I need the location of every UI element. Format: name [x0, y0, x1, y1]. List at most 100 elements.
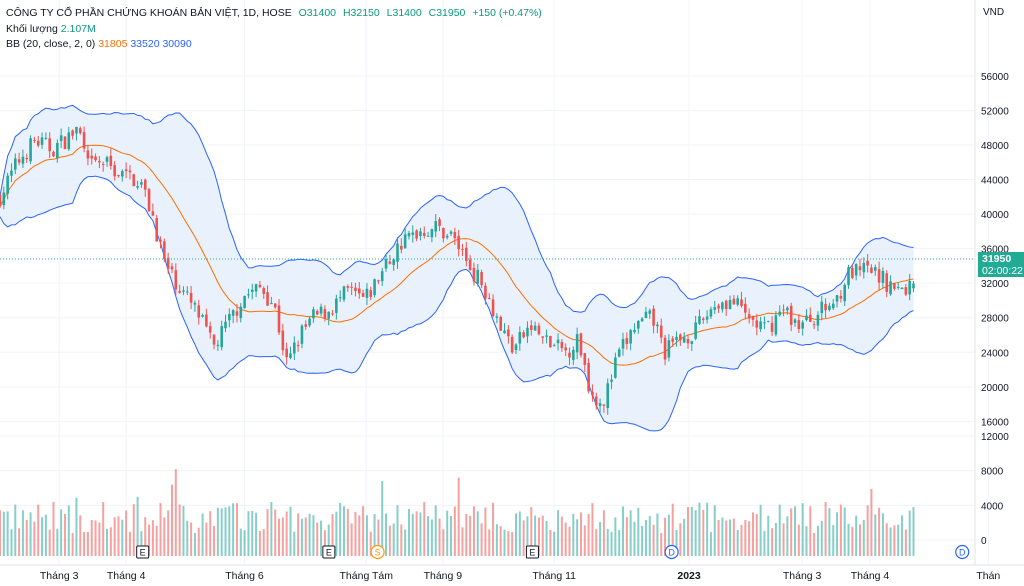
- candle-body: [415, 230, 418, 239]
- volume-bar: [457, 477, 460, 556]
- candle-body: [289, 353, 292, 359]
- price-axis: 5600052000480004400040000360003200028000…: [981, 72, 1009, 547]
- volume-bar: [591, 503, 594, 556]
- price-tick-label: 32000: [981, 279, 1009, 290]
- candle-body: [621, 339, 625, 349]
- candle-body: [21, 156, 25, 164]
- candle-body: [503, 330, 506, 334]
- volume-bar: [511, 532, 514, 556]
- candle-body: [824, 303, 827, 311]
- volume-bar: [587, 513, 590, 556]
- volume-bar: [679, 523, 682, 556]
- volume-bar: [151, 520, 154, 556]
- candle-body: [809, 314, 812, 322]
- candle-body: [228, 313, 231, 321]
- volume-bar: [763, 530, 766, 556]
- volume-bar: [514, 513, 517, 556]
- volume-bar: [881, 513, 884, 556]
- volume-bar: [809, 506, 812, 556]
- volume-bar: [702, 509, 705, 556]
- candle-body: [675, 336, 678, 341]
- volume-bar: [816, 525, 819, 556]
- candle-body: [285, 348, 288, 358]
- split-marker: [370, 544, 385, 560]
- candle-body: [491, 299, 495, 316]
- candle-body: [549, 335, 552, 348]
- volume-bar: [820, 520, 823, 556]
- candle-body: [667, 340, 671, 358]
- volume-bar: [358, 515, 361, 556]
- volume-bar: [235, 503, 238, 556]
- volume-bar: [201, 513, 204, 556]
- candle-body: [786, 307, 789, 311]
- candle-body: [59, 135, 63, 141]
- time-tick-label: Tháng 4: [107, 570, 146, 582]
- candle-body: [587, 362, 590, 392]
- candle-body: [380, 271, 384, 282]
- bb-mid-line: [0, 144, 914, 366]
- candle-body: [870, 267, 873, 273]
- volume-bar: [174, 469, 177, 556]
- candle-body: [82, 132, 86, 149]
- volume-bar: [786, 516, 789, 556]
- volume-bar: [476, 511, 479, 556]
- candle-body: [396, 243, 399, 262]
- candle-body: [778, 311, 782, 316]
- volume-bar: [381, 481, 384, 556]
- volume-bar: [870, 488, 873, 556]
- bb-label[interactable]: BB (20, close, 2, 0): [6, 38, 96, 50]
- candle-body: [843, 284, 847, 302]
- volume-bar: [155, 525, 158, 556]
- volume-label[interactable]: Khối lượng: [6, 22, 58, 35]
- candle-body: [686, 338, 690, 344]
- candle-body: [101, 163, 105, 165]
- candle-body: [166, 257, 170, 269]
- candle-body: [185, 291, 189, 293]
- candle-body: [873, 267, 877, 271]
- volume-bar: [656, 513, 659, 556]
- volume-bar: [824, 502, 827, 556]
- candle-body: [820, 301, 824, 314]
- candle-body: [350, 286, 353, 288]
- candle-body: [602, 404, 606, 406]
- volume-bar: [503, 529, 506, 556]
- volume-bar: [671, 503, 674, 556]
- volume-bar: [522, 520, 525, 556]
- candle-body: [369, 290, 373, 297]
- candle-body: [828, 305, 831, 310]
- candle-body: [690, 341, 694, 344]
- candle-body: [33, 139, 36, 141]
- candle-body: [224, 321, 227, 329]
- volume-bar: [98, 522, 101, 556]
- currency-label[interactable]: VND: [983, 7, 1005, 18]
- candle-body: [747, 314, 751, 319]
- candle-body: [522, 332, 525, 338]
- volume-bar: [499, 526, 502, 556]
- candle-body: [449, 231, 453, 234]
- candle-body: [858, 266, 862, 271]
- candle-body: [484, 285, 487, 299]
- candle-body: [193, 302, 197, 305]
- candle-body: [29, 138, 32, 162]
- candle-body: [52, 151, 55, 157]
- symbol-title[interactable]: CÔNG TY CỔ PHẦN CHỨNG KHOÁN BẢN VIỆT, 1D…: [6, 7, 292, 19]
- candle-body: [40, 137, 44, 145]
- candle-body: [614, 357, 617, 378]
- volume-bar: [709, 532, 712, 556]
- volume-bar: [461, 527, 464, 556]
- candle-body: [216, 344, 220, 347]
- candle-body: [896, 286, 900, 288]
- volume-bar: [373, 513, 376, 556]
- candle-body: [426, 235, 430, 237]
- volume-tick-label: 8000: [981, 467, 1004, 478]
- candle-body: [774, 315, 778, 335]
- volume-bar: [102, 502, 105, 556]
- candle-body: [243, 295, 246, 309]
- candle-body: [98, 160, 101, 163]
- candle-body: [740, 299, 743, 307]
- candle-body: [713, 307, 717, 310]
- volume-bar: [197, 527, 200, 556]
- volume-bar: [866, 505, 869, 556]
- volume-bar: [6, 511, 9, 556]
